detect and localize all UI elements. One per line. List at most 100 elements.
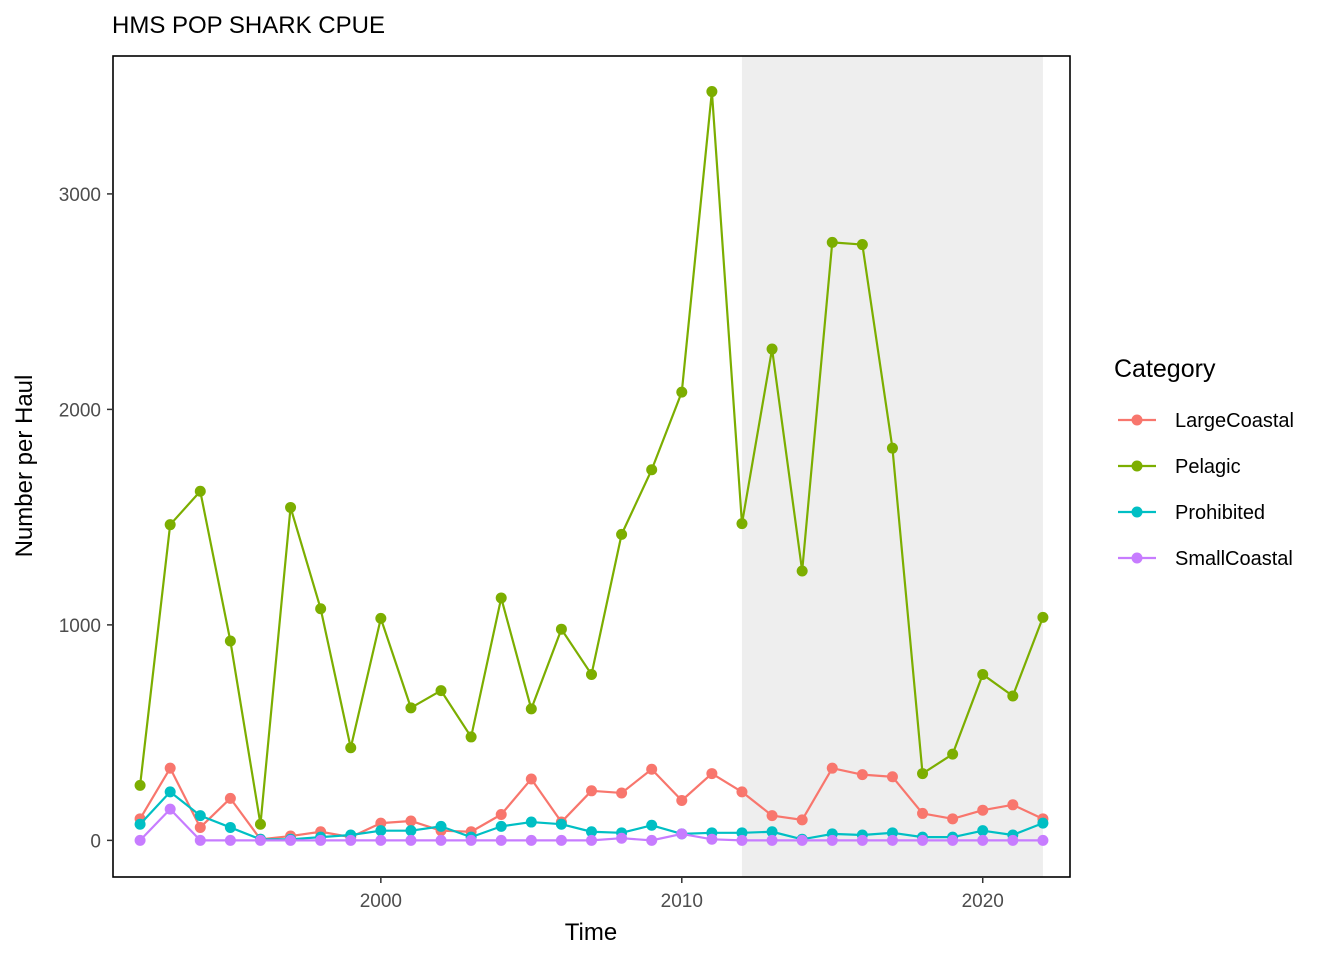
data-point-smallcoastal	[886, 834, 898, 846]
y-axis-title: Number per Haul	[11, 375, 38, 558]
legend-label: Pelagic	[1175, 456, 1241, 478]
data-point-pelagic	[194, 485, 206, 497]
series-pelagic	[134, 86, 1049, 830]
legend-key-point	[1131, 552, 1143, 564]
data-point-smallcoastal	[285, 834, 297, 846]
data-point-smallcoastal	[676, 828, 688, 840]
data-point-largecoastal	[646, 763, 658, 775]
data-point-smallcoastal	[495, 834, 507, 846]
data-point-prohibited	[977, 825, 989, 837]
data-point-pelagic	[886, 442, 898, 454]
data-point-largecoastal	[1007, 799, 1019, 811]
data-point-pelagic	[706, 86, 718, 98]
series-smallcoastal	[134, 803, 1049, 846]
data-point-pelagic	[917, 768, 929, 780]
data-point-smallcoastal	[465, 834, 477, 846]
data-point-smallcoastal	[134, 834, 146, 846]
data-point-smallcoastal	[856, 834, 868, 846]
data-point-largecoastal	[405, 815, 417, 827]
data-point-pelagic	[856, 239, 868, 251]
legend-key-point	[1131, 506, 1143, 518]
data-point-pelagic	[224, 635, 236, 647]
y-tick-label: 0	[90, 831, 101, 852]
data-point-prohibited	[646, 819, 658, 831]
legend-key-point	[1131, 414, 1143, 426]
data-point-smallcoastal	[586, 834, 597, 846]
data-point-prohibited	[134, 818, 146, 830]
data-point-pelagic	[405, 702, 417, 714]
data-point-largecoastal	[164, 762, 176, 774]
y-tick-label: 2000	[59, 400, 101, 421]
data-point-pelagic	[555, 623, 567, 635]
data-point-smallcoastal	[646, 834, 658, 846]
data-point-smallcoastal	[616, 832, 628, 844]
legend-item-smallcoastal: SmallCoastal	[1118, 548, 1293, 570]
legend-title: Category	[1114, 355, 1216, 383]
data-point-prohibited	[405, 825, 417, 837]
data-point-largecoastal	[194, 821, 206, 833]
data-point-smallcoastal	[345, 834, 357, 846]
data-point-smallcoastal	[435, 834, 447, 846]
data-point-smallcoastal	[254, 834, 266, 846]
legend-item-prohibited: Prohibited	[1118, 502, 1265, 524]
data-point-prohibited	[224, 821, 236, 833]
data-point-smallcoastal	[706, 833, 718, 845]
data-point-smallcoastal	[826, 834, 838, 846]
data-point-prohibited	[586, 826, 597, 838]
data-point-largecoastal	[856, 769, 868, 781]
series-layer	[134, 86, 1049, 846]
data-point-pelagic	[947, 748, 959, 760]
chart-title: HMS POP SHARK CPUE	[112, 12, 385, 39]
y-tick-label: 1000	[59, 616, 101, 637]
data-point-pelagic	[345, 742, 357, 754]
data-point-smallcoastal	[1007, 834, 1019, 846]
data-point-pelagic	[586, 668, 597, 680]
data-point-largecoastal	[525, 773, 537, 785]
data-point-smallcoastal	[736, 834, 748, 846]
legend-label: Prohibited	[1175, 502, 1265, 524]
data-point-pelagic	[285, 501, 297, 513]
legend-key-point	[1131, 460, 1143, 472]
data-point-pelagic	[495, 592, 507, 604]
data-point-smallcoastal	[375, 834, 387, 846]
data-point-largecoastal	[766, 810, 778, 822]
data-point-pelagic	[164, 519, 176, 531]
data-point-smallcoastal	[555, 834, 567, 846]
data-point-prohibited	[525, 816, 537, 828]
data-point-largecoastal	[736, 786, 748, 798]
legend: Category LargeCoastal Pelagic Prohibited Sm…	[1114, 355, 1294, 570]
data-point-prohibited	[766, 826, 778, 838]
data-point-pelagic	[134, 779, 146, 791]
data-point-largecoastal	[495, 809, 507, 821]
data-point-smallcoastal	[947, 834, 959, 846]
data-point-smallcoastal	[164, 803, 176, 815]
legend-label: SmallCoastal	[1175, 548, 1293, 570]
data-point-pelagic	[736, 518, 748, 530]
data-point-smallcoastal	[194, 834, 206, 846]
data-point-pelagic	[435, 685, 447, 697]
x-tick-label: 2010	[661, 891, 703, 912]
plot-border	[112, 55, 1071, 878]
data-point-prohibited	[886, 827, 898, 839]
data-point-smallcoastal	[796, 834, 808, 846]
data-point-pelagic	[465, 731, 477, 743]
legend-label: LargeCoastal	[1175, 410, 1294, 432]
data-point-pelagic	[676, 386, 688, 398]
x-axis: 2000 2010 2020	[360, 877, 1004, 912]
x-tick-label: 2020	[962, 891, 1004, 912]
data-point-prohibited	[1037, 817, 1049, 829]
data-point-prohibited	[194, 810, 206, 822]
data-point-pelagic	[766, 343, 778, 355]
data-point-largecoastal	[886, 771, 898, 783]
data-point-prohibited	[375, 825, 387, 837]
x-tick-label: 2000	[360, 891, 402, 912]
data-point-smallcoastal	[1037, 834, 1049, 846]
data-point-pelagic	[375, 612, 387, 624]
data-point-smallcoastal	[917, 834, 929, 846]
data-point-pelagic	[646, 464, 658, 476]
data-point-largecoastal	[676, 795, 688, 807]
data-point-smallcoastal	[977, 834, 989, 846]
data-point-largecoastal	[917, 807, 929, 819]
shaded-region	[741, 56, 1043, 877]
